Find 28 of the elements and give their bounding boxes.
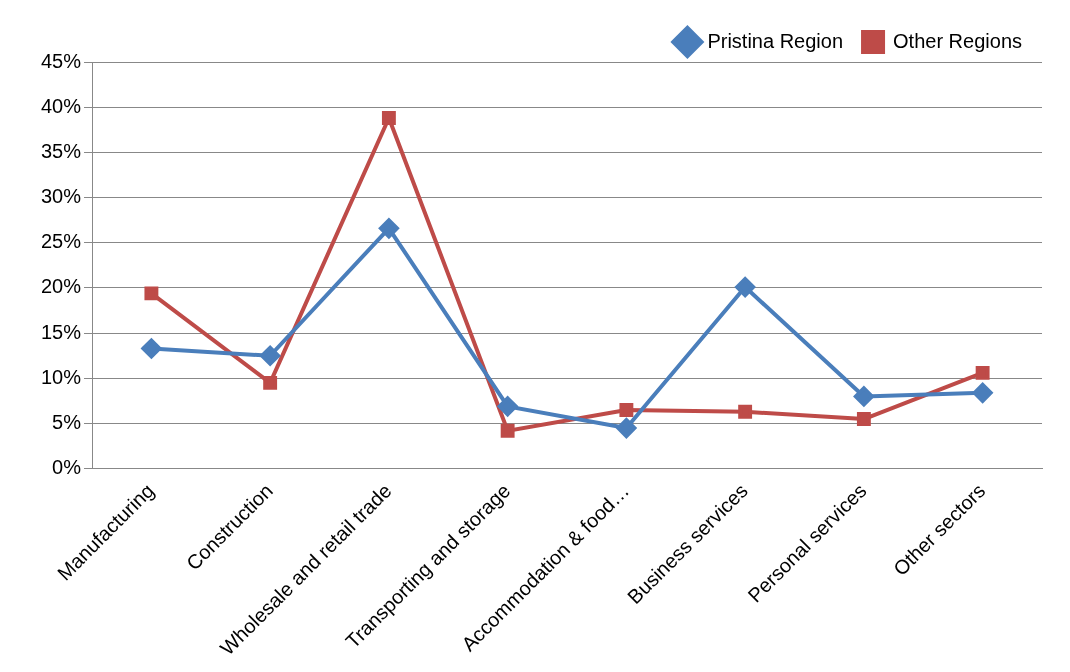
y-tick-label: 0%: [52, 456, 82, 479]
point: [497, 396, 518, 417]
y-tick-label: 40%: [41, 94, 82, 117]
point: [141, 338, 162, 359]
point: [144, 286, 159, 301]
point: [500, 423, 515, 438]
legend-label: Other Regions: [893, 29, 1023, 52]
point: [738, 404, 753, 419]
y-tick-label: 5%: [52, 411, 82, 434]
point: [381, 111, 396, 125]
point: [616, 418, 637, 439]
point: [735, 277, 756, 298]
y-tick-label: 10%: [41, 365, 82, 388]
point: [378, 218, 399, 239]
y-tick-label: 15%: [41, 320, 82, 343]
point: [619, 403, 634, 417]
y-tick-label: 45%: [41, 49, 82, 72]
y-tick-label: 30%: [41, 185, 82, 208]
point: [972, 382, 993, 403]
point: [975, 365, 990, 380]
point: [263, 375, 278, 390]
point: [856, 412, 871, 426]
point: [260, 345, 281, 366]
y-tick-label: 25%: [41, 230, 82, 253]
point: [853, 386, 874, 407]
y-tick-label: 35%: [41, 139, 82, 162]
y-tick-label: 20%: [41, 275, 82, 298]
legend-label: Pristina Region: [707, 29, 844, 52]
